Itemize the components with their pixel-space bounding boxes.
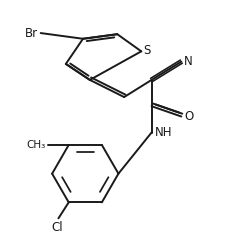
Text: S: S	[143, 44, 150, 57]
Text: N: N	[183, 55, 191, 68]
Text: NH: NH	[154, 126, 172, 139]
Text: O: O	[184, 110, 193, 123]
Text: Br: Br	[25, 27, 38, 40]
Text: CH₃: CH₃	[27, 140, 46, 150]
Text: Cl: Cl	[51, 221, 63, 234]
